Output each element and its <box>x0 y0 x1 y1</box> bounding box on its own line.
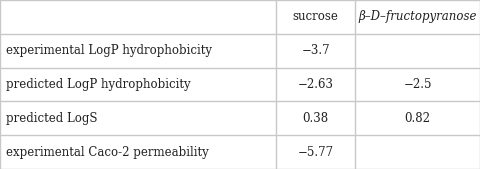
Text: predicted LogS: predicted LogS <box>6 112 97 125</box>
Text: 0.38: 0.38 <box>302 112 329 125</box>
Text: β–D–fructopyranose: β–D–fructopyranose <box>359 10 477 23</box>
Text: predicted LogP hydrophobicity: predicted LogP hydrophobicity <box>6 78 191 91</box>
Text: −3.7: −3.7 <box>301 44 330 57</box>
Text: sucrose: sucrose <box>293 10 338 23</box>
Text: −2.5: −2.5 <box>403 78 432 91</box>
Text: experimental LogP hydrophobicity: experimental LogP hydrophobicity <box>6 44 212 57</box>
Text: −5.77: −5.77 <box>298 146 334 159</box>
Text: experimental Caco-2 permeability: experimental Caco-2 permeability <box>6 146 208 159</box>
Text: 0.82: 0.82 <box>405 112 431 125</box>
Text: −2.63: −2.63 <box>298 78 334 91</box>
